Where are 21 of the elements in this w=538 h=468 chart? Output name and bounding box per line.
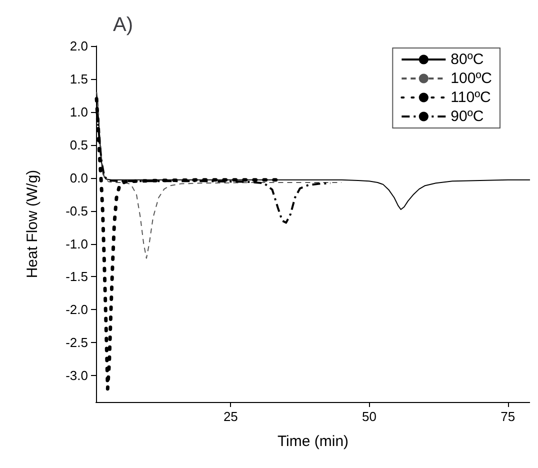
legend-label: 80ºC [450,51,484,68]
y-tick-label: -0.5 [66,203,88,218]
chart-title: A) [113,14,133,36]
legend-label: 110ºC [450,89,492,106]
y-tick-label: -1.5 [66,269,88,284]
y-tick-label: -2.0 [66,302,88,318]
y-tick-label: 1.0 [70,104,88,120]
y-tick-label: -2.5 [66,335,88,350]
y-tick-label: 0.0 [70,170,88,186]
y-tick-label: -1.0 [66,236,88,252]
legend-label: 100ºC [450,70,492,87]
y-axis-title: Heat Flow (W/g) [24,170,41,278]
y-tick-label: 0.5 [70,137,88,152]
x-tick-label: 75 [500,409,516,424]
x-tick-label: 25 [223,409,238,424]
y-tick-label: 1.5 [70,71,88,86]
x-tick-label: 50 [362,409,376,424]
legend-label: 90ºC [450,108,484,125]
x-axis-title: Time (min) [277,433,349,450]
y-tick-label: 2.0 [70,38,88,54]
y-tick-label: -3.0 [66,368,88,384]
